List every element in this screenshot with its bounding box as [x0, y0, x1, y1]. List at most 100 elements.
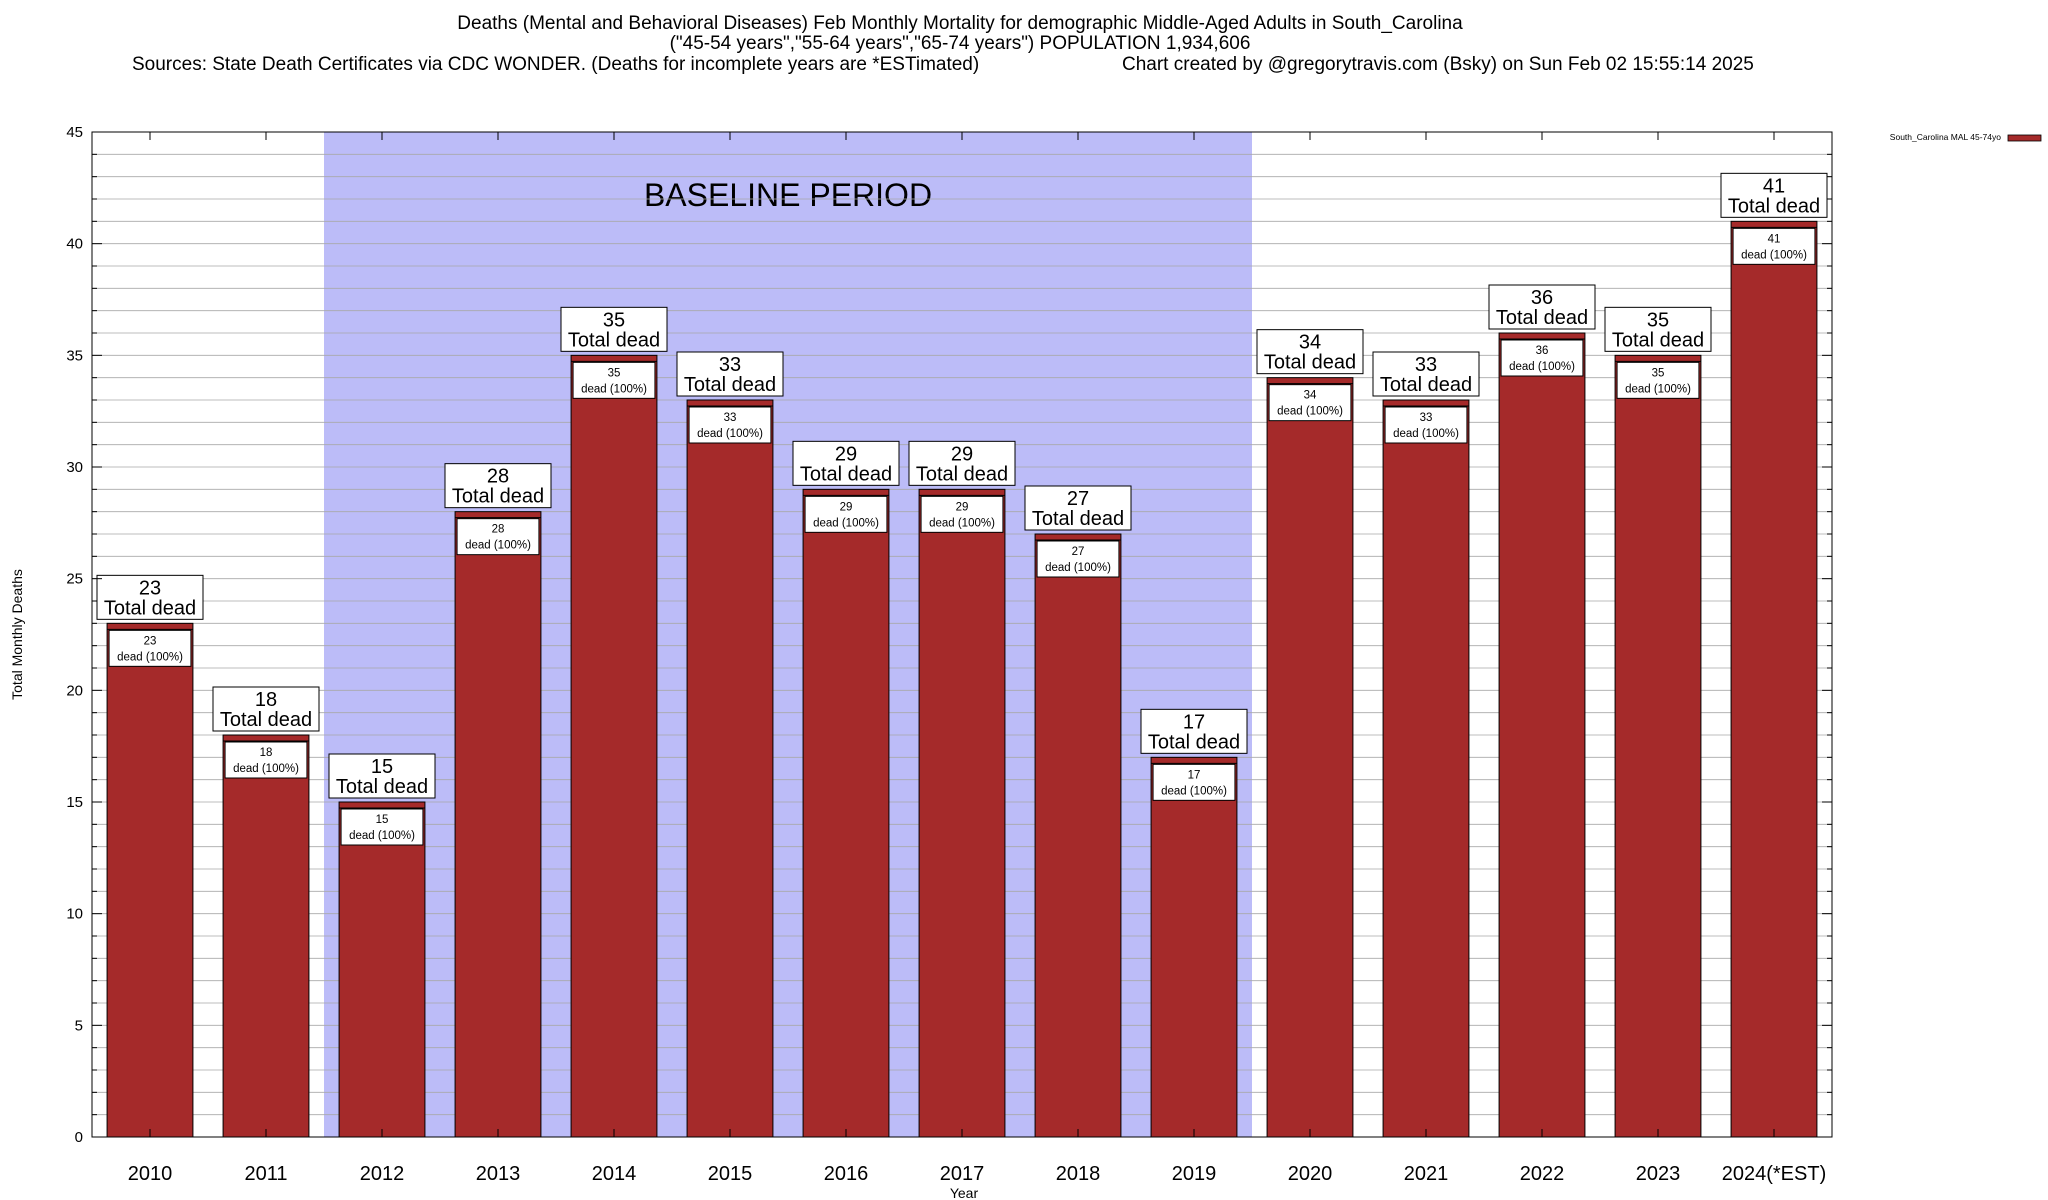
bar-2018 — [1034, 533, 1122, 1138]
bar-2024(*EST) — [1730, 220, 1818, 1138]
inner-label-box — [1268, 384, 1352, 422]
total-dead-label: Total dead — [104, 597, 196, 619]
total-dead-label: Total dead — [684, 374, 776, 396]
inner-value-label: 35 — [1652, 367, 1665, 379]
bar-2017 — [918, 488, 1006, 1138]
inner-label-box — [340, 808, 424, 846]
total-label-box — [1256, 329, 1364, 375]
total-dead-label: Total dead — [452, 486, 544, 508]
bar-2016 — [802, 488, 890, 1138]
total-label-box — [212, 686, 320, 732]
inner-percent-label: dead (100%) — [1277, 406, 1343, 418]
inner-percent-label: dead (100%) — [1741, 249, 1807, 261]
inner-value-label: 36 — [1536, 345, 1549, 357]
plot-border — [91, 131, 1833, 1138]
x-tick-label: 2014 — [592, 1163, 637, 1185]
inner-label-box — [456, 518, 540, 556]
inner-label-box — [1500, 339, 1584, 377]
inner-value-label: 35 — [608, 367, 621, 379]
inner-label-box — [1732, 227, 1816, 265]
inner-percent-label: dead (100%) — [465, 540, 531, 552]
y-axis-title: Total Monthly Deaths — [9, 569, 25, 700]
total-dead-label: Total dead — [336, 776, 428, 798]
inner-percent-label: dead (100%) — [813, 517, 879, 529]
total-label-box — [560, 306, 668, 352]
total-label-box — [1604, 306, 1712, 352]
total-value-label: 35 — [1647, 309, 1669, 331]
bar-2014 — [570, 354, 658, 1138]
total-value-label: 35 — [603, 309, 625, 331]
total-dead-label: Total dead — [1264, 352, 1356, 374]
x-tick-label: 2012 — [360, 1163, 405, 1185]
y-tick-label: 25 — [66, 571, 83, 588]
chart-title-block: Deaths (Mental and Behavioral Diseases) … — [0, 14, 1920, 54]
total-value-label: 17 — [1183, 711, 1205, 733]
x-tick-label: 2022 — [1520, 1163, 1565, 1185]
inner-label-box — [1616, 361, 1700, 399]
x-tick-label: 2018 — [1056, 1163, 1101, 1185]
legend-label: South_Carolina MAL 45-74yo — [1890, 132, 2001, 142]
inner-label-box — [920, 495, 1004, 533]
total-value-label: 33 — [1415, 354, 1437, 376]
bar-2015 — [686, 399, 774, 1138]
total-dead-label: Total dead — [1032, 508, 1124, 530]
x-tick-label: 2023 — [1636, 1163, 1681, 1185]
inner-value-label: 18 — [260, 747, 273, 759]
y-tick-label: 30 — [66, 459, 83, 476]
inner-label-box — [1152, 763, 1236, 801]
bar-2012 — [338, 801, 426, 1138]
total-dead-label: Total dead — [568, 329, 660, 351]
y-tick-label: 40 — [66, 236, 83, 253]
total-label-box — [1488, 284, 1596, 330]
x-tick-label: 2011 — [244, 1163, 287, 1185]
total-label-box — [96, 574, 204, 620]
inner-value-label: 29 — [956, 501, 969, 513]
inner-label-box — [108, 629, 192, 667]
inner-value-label: 29 — [840, 501, 853, 513]
x-tick-label: 2020 — [1288, 1163, 1333, 1185]
x-tick-label: 2013 — [476, 1163, 521, 1185]
y-tick-label: 45 — [66, 124, 83, 141]
total-value-label: 29 — [835, 443, 857, 465]
bar-2022 — [1498, 332, 1586, 1138]
total-label-box — [1720, 172, 1828, 218]
inner-percent-label: dead (100%) — [1625, 383, 1691, 395]
inner-percent-label: dead (100%) — [1509, 361, 1575, 373]
total-label-box — [792, 440, 900, 486]
inner-percent-label: dead (100%) — [581, 383, 647, 395]
total-dead-label: Total dead — [1728, 195, 1820, 217]
bar-2013 — [454, 511, 542, 1138]
inner-percent-label: dead (100%) — [349, 830, 415, 842]
inner-percent-label: dead (100%) — [929, 517, 995, 529]
inner-percent-label: dead (100%) — [233, 763, 299, 775]
inner-label-box — [688, 406, 772, 444]
chart-title: Deaths (Mental and Behavioral Diseases) … — [457, 13, 1463, 34]
total-label-box — [676, 351, 784, 397]
total-value-label: 18 — [255, 689, 277, 711]
inner-percent-label: dead (100%) — [1393, 428, 1459, 440]
total-label-box — [1140, 708, 1248, 754]
x-tick-label: 2024(*EST) — [1722, 1163, 1827, 1185]
total-value-label: 29 — [951, 443, 973, 465]
inner-value-label: 34 — [1304, 390, 1317, 402]
y-tick-label: 10 — [66, 906, 83, 923]
total-value-label: 28 — [487, 466, 509, 488]
inner-value-label: 27 — [1072, 546, 1085, 558]
x-tick-label: 2017 — [940, 1163, 985, 1185]
x-tick-label: 2019 — [1172, 1163, 1217, 1185]
inner-value-label: 41 — [1768, 233, 1781, 245]
bar-2023 — [1614, 354, 1702, 1138]
total-label-box — [444, 463, 552, 509]
total-value-label: 33 — [719, 354, 741, 376]
inner-value-label: 28 — [492, 524, 505, 536]
inner-percent-label: dead (100%) — [1045, 562, 1111, 574]
inner-percent-label: dead (100%) — [1161, 785, 1227, 797]
inner-percent-label: dead (100%) — [697, 428, 763, 440]
bar-2011 — [222, 734, 310, 1138]
bar-2021 — [1382, 399, 1470, 1138]
inner-value-label: 33 — [1420, 412, 1433, 424]
chart-subtitle: ("45-54 years","55-64 years","65-74 year… — [669, 33, 1251, 54]
x-tick-label: 2010 — [128, 1163, 173, 1185]
bar-2019 — [1150, 756, 1238, 1138]
y-tick-label: 15 — [66, 794, 83, 811]
